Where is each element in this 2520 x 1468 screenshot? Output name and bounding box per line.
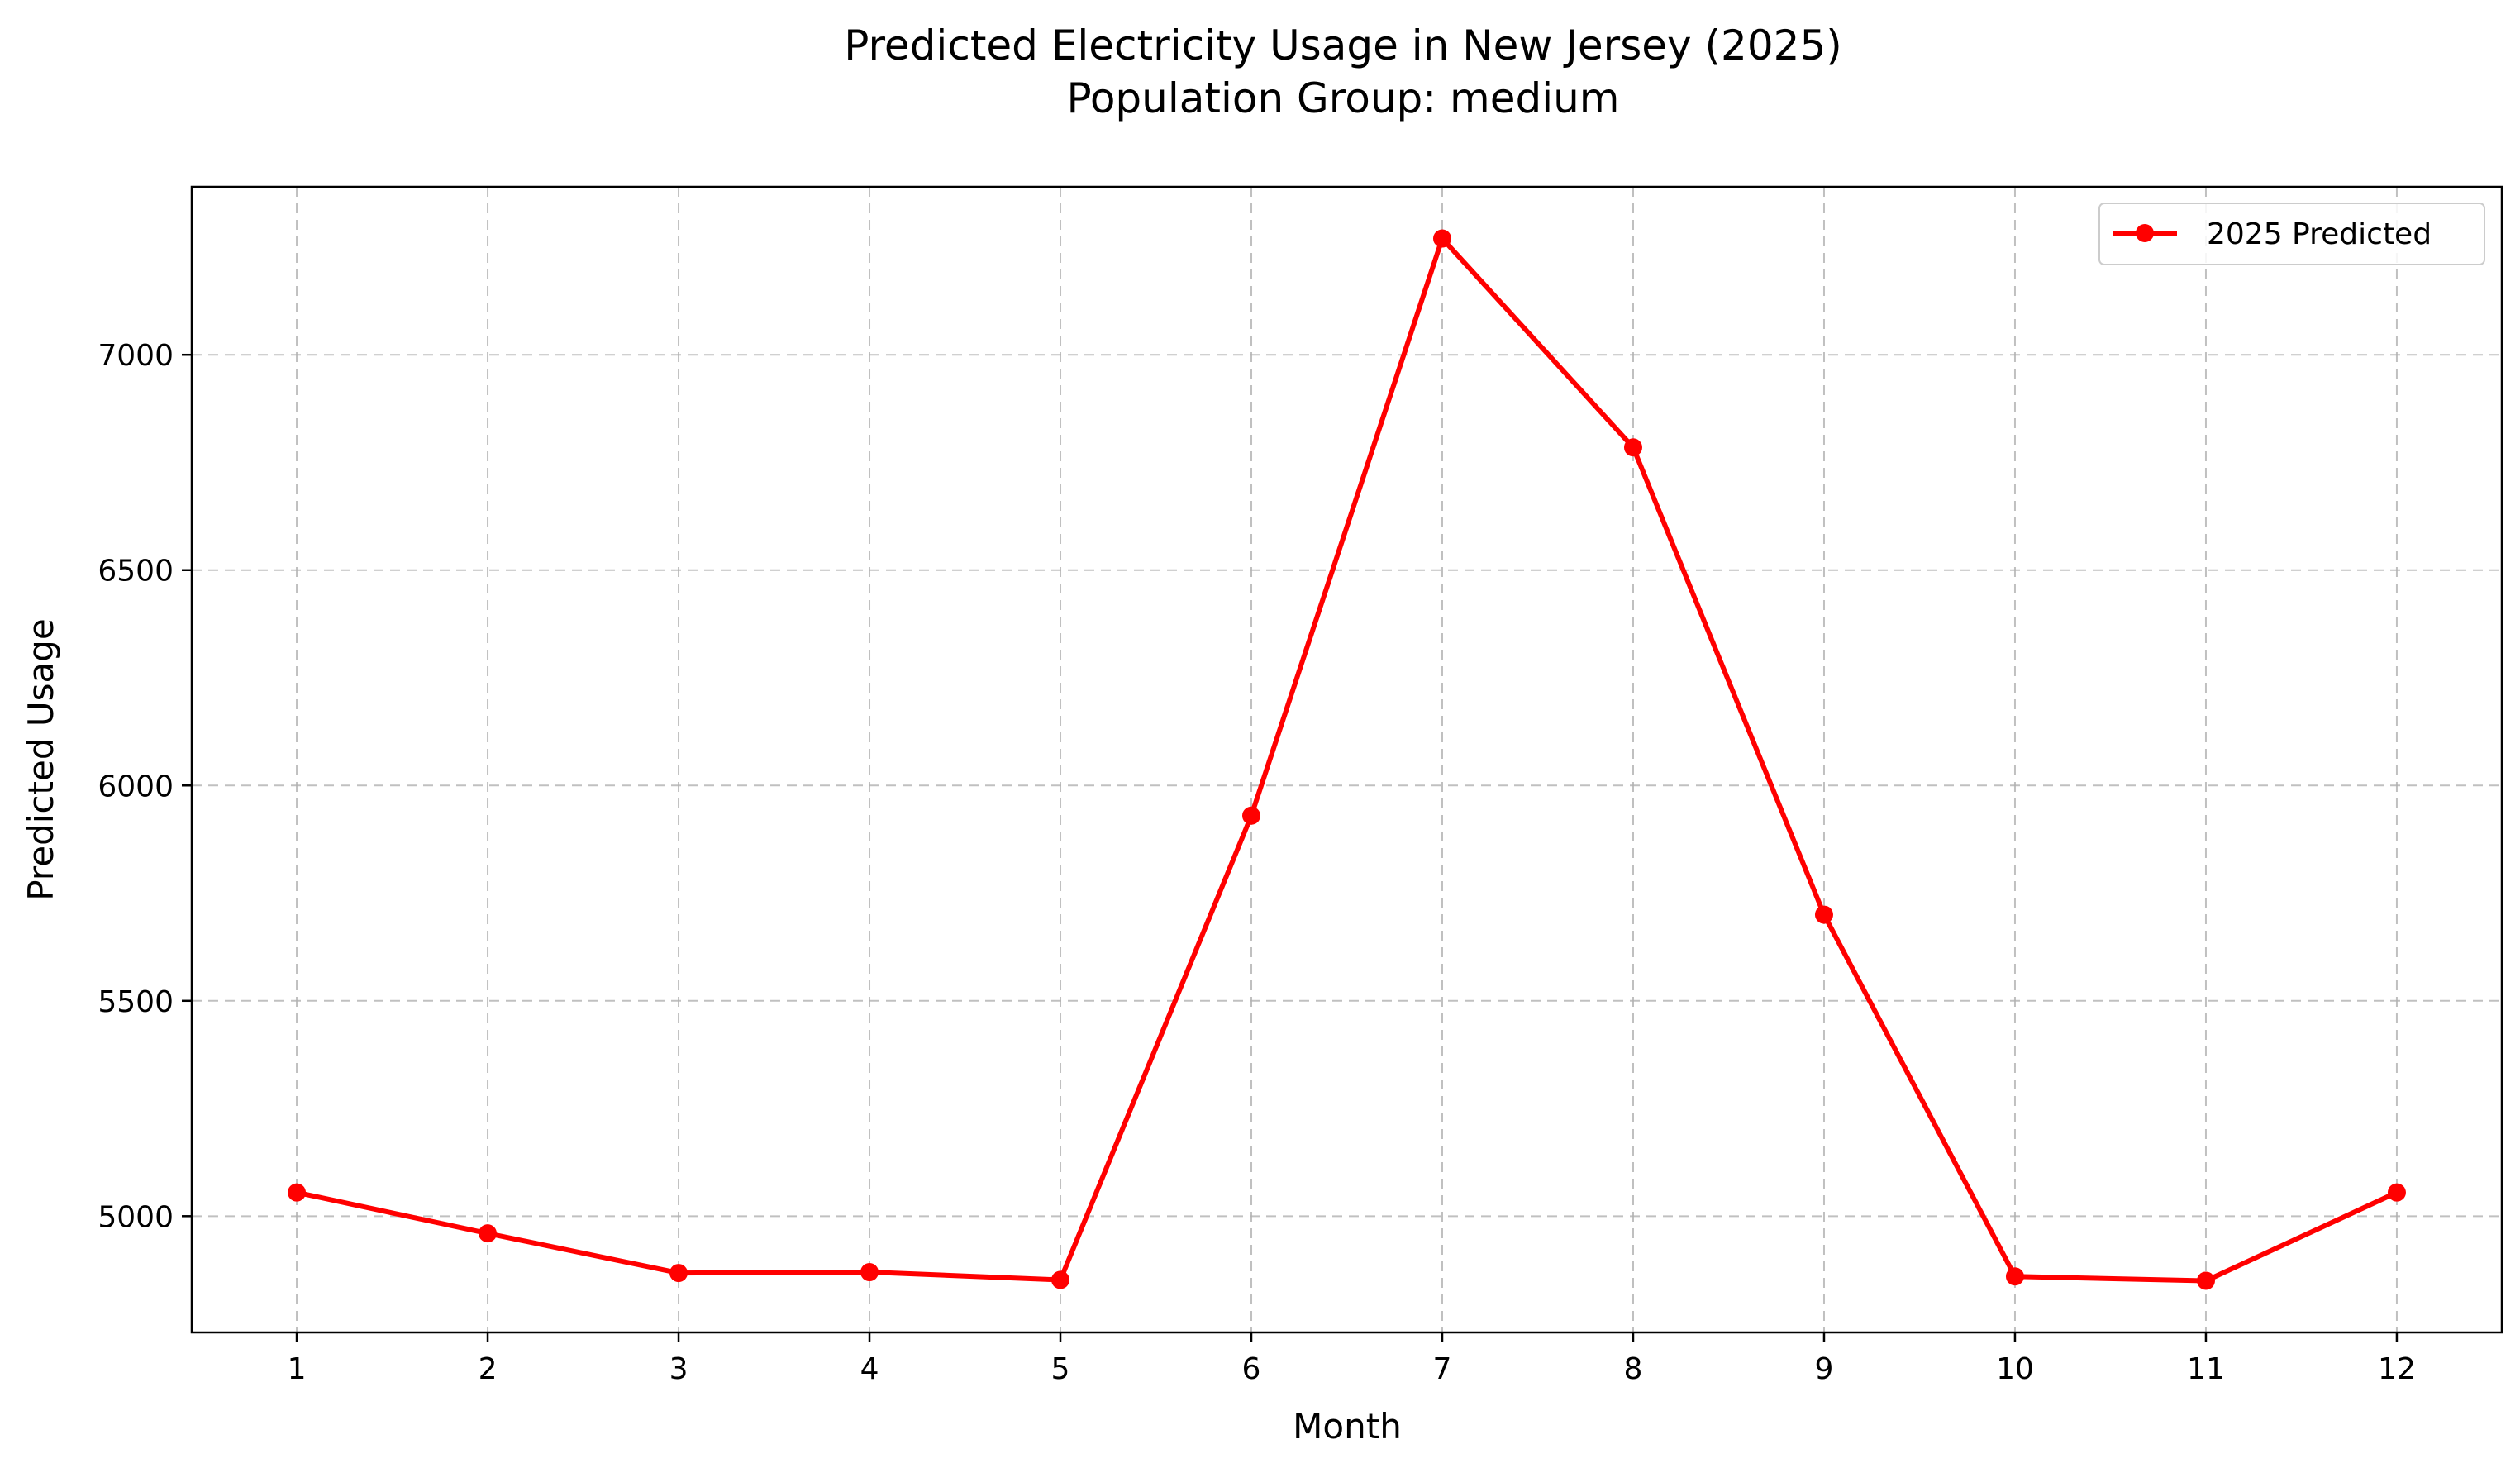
x-axis-ticks: 1 2 3 4 5 6 7 8 9 10 11 12: [288, 1332, 2416, 1386]
data-point: [1242, 806, 1261, 825]
data-point: [1432, 229, 1451, 248]
x-tick-label: 11: [2187, 1352, 2225, 1386]
y-tick-label: 6000: [98, 770, 174, 803]
data-point: [2196, 1271, 2215, 1290]
x-tick-label: 8: [1624, 1352, 1643, 1386]
x-tick-label: 7: [1433, 1352, 1452, 1386]
x-tick-label: 6: [1242, 1352, 1261, 1386]
x-tick-label: 10: [1996, 1352, 2034, 1386]
legend: 2025 Predicted: [2098, 203, 2485, 265]
chart-title: Predicted Electricity Usage in New Jerse…: [844, 21, 1842, 69]
x-tick-label: 5: [1051, 1352, 1070, 1386]
y-axis-ticks: 5000 5500 6000 6500 7000: [98, 339, 192, 1234]
data-point: [860, 1263, 879, 1282]
y-tick-label: 6500: [98, 555, 174, 589]
x-tick-label: 1: [288, 1352, 307, 1386]
legend-label: 2025 Predicted: [2207, 217, 2432, 251]
series-2025-predicted: [288, 229, 2406, 1290]
data-point: [2005, 1267, 2024, 1286]
grid: [192, 187, 2502, 1332]
data-point: [2387, 1183, 2406, 1202]
legend-marker-sample: [2136, 224, 2154, 242]
x-tick-label: 3: [669, 1352, 688, 1386]
legend-box: [2098, 203, 2485, 265]
data-point: [479, 1224, 498, 1243]
data-point: [669, 1264, 688, 1283]
x-tick-label: 4: [860, 1352, 879, 1386]
data-point: [1814, 905, 1833, 924]
x-tick-label: 12: [2378, 1352, 2416, 1386]
x-tick-label: 9: [1815, 1352, 1834, 1386]
y-tick-label: 7000: [98, 339, 174, 373]
series-line: [294, 236, 2399, 1284]
y-tick-label: 5000: [98, 1200, 174, 1234]
plot-area-frame: [190, 185, 2503, 1334]
data-point: [1623, 438, 1642, 457]
chart-subtitle: Population Group: medium: [1066, 74, 1619, 122]
data-point: [288, 1183, 307, 1202]
data-point: [1051, 1270, 1070, 1289]
y-axis-label: Predicted Usage: [21, 618, 61, 900]
x-tick-label: 2: [479, 1352, 498, 1386]
x-axis-label: Month: [1293, 1406, 1402, 1447]
y-tick-label: 5500: [98, 985, 174, 1019]
